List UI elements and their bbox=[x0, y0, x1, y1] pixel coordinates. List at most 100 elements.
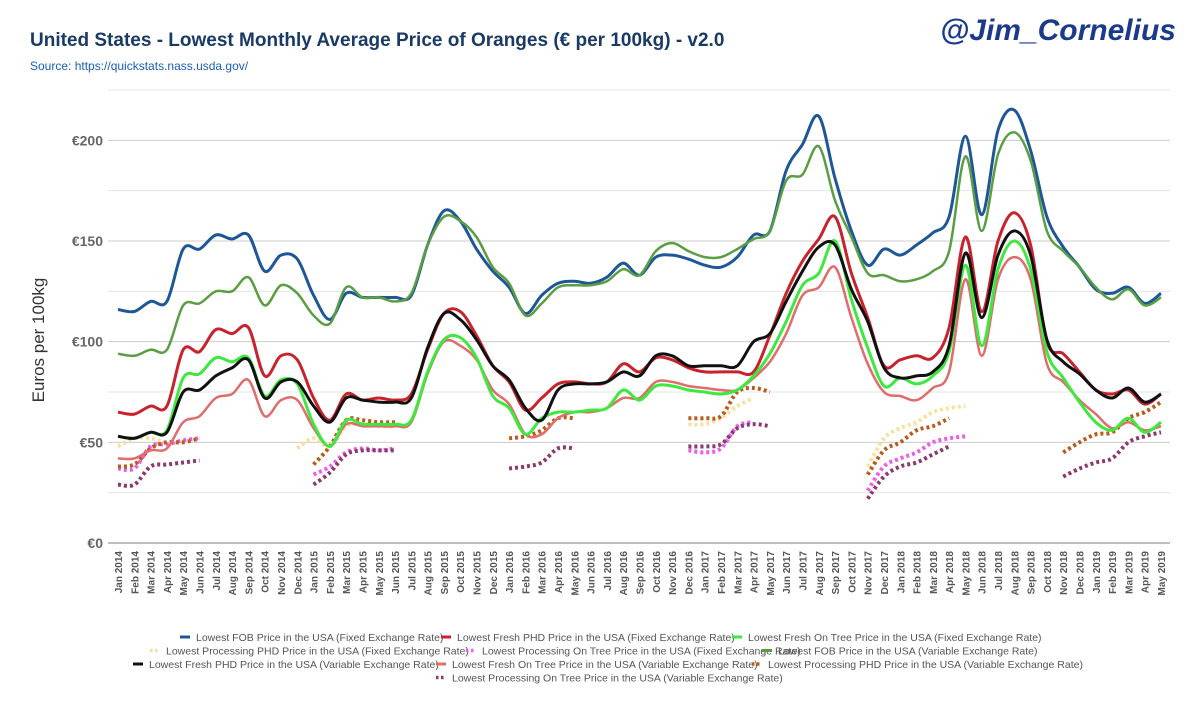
series-line bbox=[1062, 400, 1163, 455]
x-tick-label: Jan 2015 bbox=[310, 551, 321, 594]
x-tick-label: Jan 2018 bbox=[896, 551, 907, 594]
legend: Lowest FOB Price in the USA (Fixed Excha… bbox=[133, 632, 1083, 685]
x-tick-label: Nov 2016 bbox=[668, 551, 679, 595]
series-line bbox=[117, 107, 1162, 321]
series-line bbox=[1062, 430, 1162, 479]
series-line bbox=[688, 422, 771, 449]
x-tick-label: Jul 2018 bbox=[994, 551, 1005, 591]
series-line bbox=[866, 444, 950, 500]
series-lines bbox=[117, 107, 1163, 500]
series-line bbox=[117, 239, 1162, 448]
x-tick-label: Jun 2018 bbox=[978, 551, 989, 594]
x-tick-label: Aug 2018 bbox=[1010, 551, 1021, 596]
legend-label: Lowest Processing PHD Price in the USA (… bbox=[166, 646, 469, 658]
x-tick-label: Jul 2016 bbox=[603, 551, 614, 591]
x-tick-label: Jul 2017 bbox=[798, 551, 809, 591]
x-tick-label: Mar 2014 bbox=[147, 551, 158, 594]
x-tick-label: Sep 2017 bbox=[831, 551, 842, 595]
x-tick-label: Oct 2016 bbox=[652, 551, 663, 593]
author-handle: @Jim_Cornelius bbox=[940, 14, 1176, 47]
x-tick-label: Nov 2018 bbox=[1059, 551, 1070, 595]
x-tick-label: May 2016 bbox=[570, 551, 581, 596]
series-line bbox=[312, 446, 396, 477]
grid-lines bbox=[108, 89, 1170, 544]
y-axis-ticks: €0 €50 €100 €150 €200 bbox=[72, 132, 103, 551]
x-tick-label: Jun 2014 bbox=[195, 551, 206, 594]
x-tick-label: Aug 2016 bbox=[619, 551, 630, 596]
x-tick-label: Feb 2018 bbox=[913, 551, 924, 594]
x-tick-label: May 2015 bbox=[375, 551, 386, 596]
series-line bbox=[117, 229, 1162, 440]
x-tick-label: Aug 2014 bbox=[228, 551, 239, 596]
x-tick-label: Jul 2015 bbox=[407, 551, 418, 591]
x-tick-label: Feb 2015 bbox=[326, 551, 337, 594]
y-tick-label: €100 bbox=[72, 334, 103, 350]
x-tick-label: May 2019 bbox=[1157, 551, 1168, 596]
series-line bbox=[117, 255, 1162, 461]
legend-label: Lowest Fresh On Tree Price in the USA (V… bbox=[452, 659, 758, 671]
series-line bbox=[688, 385, 771, 421]
series-line bbox=[312, 448, 395, 487]
legend-label: Lowest FOB Price in the USA (Fixed Excha… bbox=[196, 632, 443, 644]
y-tick-label: €0 bbox=[87, 535, 103, 551]
x-tick-label: Jun 2016 bbox=[587, 551, 598, 594]
x-tick-label: Mar 2019 bbox=[1124, 551, 1135, 594]
x-tick-label: May 2018 bbox=[961, 551, 972, 596]
x-tick-label: Feb 2014 bbox=[130, 551, 141, 594]
x-tick-label: Jun 2015 bbox=[391, 551, 402, 594]
x-tick-label: Apr 2015 bbox=[358, 551, 369, 594]
x-tick-label: Sep 2015 bbox=[440, 551, 451, 595]
x-tick-label: Feb 2019 bbox=[1108, 551, 1119, 594]
x-tick-label: Dec 2017 bbox=[880, 551, 891, 595]
x-tick-label: Jun 2017 bbox=[782, 551, 793, 594]
x-tick-label: Dec 2016 bbox=[684, 551, 695, 595]
series-line bbox=[117, 131, 1162, 358]
series-line bbox=[688, 420, 755, 455]
x-tick-label: Jan 2014 bbox=[114, 551, 125, 594]
series-line bbox=[866, 434, 966, 492]
x-tick-label: Nov 2017 bbox=[864, 551, 875, 595]
x-tick-label: Dec 2015 bbox=[489, 551, 500, 595]
x-tick-label: Dec 2014 bbox=[293, 551, 304, 595]
x-tick-label: Mar 2015 bbox=[342, 551, 353, 594]
x-tick-label: Oct 2017 bbox=[847, 551, 858, 593]
x-tick-label: Oct 2014 bbox=[261, 551, 272, 593]
x-tick-label: Jan 2017 bbox=[701, 551, 712, 594]
y-tick-label: €50 bbox=[80, 434, 104, 450]
legend-label: Lowest Fresh On Tree Price in the USA (F… bbox=[748, 632, 1042, 644]
chart-title: United States - Lowest Monthly Average P… bbox=[30, 30, 725, 51]
x-tick-label: Jan 2016 bbox=[505, 551, 516, 594]
x-tick-label: Jul 2014 bbox=[212, 551, 223, 591]
x-tick-label: Apr 2018 bbox=[945, 551, 956, 594]
legend-label: Lowest Processing PHD Price in the USA (… bbox=[768, 659, 1083, 671]
x-tick-label: Nov 2015 bbox=[473, 551, 484, 595]
x-tick-label: Oct 2015 bbox=[456, 551, 467, 593]
x-tick-label: Apr 2017 bbox=[750, 551, 761, 594]
x-tick-label: Sep 2016 bbox=[636, 551, 647, 595]
x-tick-label: Nov 2014 bbox=[277, 551, 288, 595]
series-line bbox=[117, 436, 200, 473]
x-tick-label: Sep 2018 bbox=[1027, 551, 1038, 595]
x-tick-label: Dec 2018 bbox=[1076, 551, 1087, 595]
source-link[interactable]: Source: https://quickstats.nass.usda.gov… bbox=[30, 59, 249, 73]
series-line bbox=[312, 416, 396, 466]
x-tick-label: Aug 2017 bbox=[815, 551, 826, 596]
y-axis-label: Euros per 100kg bbox=[29, 278, 48, 403]
x-tick-label: Feb 2017 bbox=[717, 551, 728, 594]
y-tick-label: €150 bbox=[72, 233, 103, 249]
x-axis-ticks: Jan 2014 Feb 2014 Mar 2014 Apr 2014 May 2014… bbox=[114, 551, 1168, 596]
series-line bbox=[865, 404, 966, 468]
x-tick-label: Feb 2016 bbox=[521, 551, 532, 594]
x-tick-label: Mar 2017 bbox=[733, 551, 744, 594]
x-tick-label: Jan 2019 bbox=[1092, 551, 1103, 594]
x-tick-label: Apr 2014 bbox=[163, 551, 174, 594]
legend-label: Lowest Processing On Tree Price in the U… bbox=[482, 646, 801, 658]
x-tick-label: Apr 2019 bbox=[1141, 551, 1152, 594]
x-tick-label: Mar 2018 bbox=[929, 551, 940, 594]
series-line bbox=[117, 436, 201, 469]
x-tick-label: May 2014 bbox=[179, 551, 190, 596]
x-tick-label: Mar 2016 bbox=[538, 551, 549, 594]
series-line bbox=[117, 458, 200, 488]
x-tick-label: Oct 2018 bbox=[1043, 551, 1054, 593]
